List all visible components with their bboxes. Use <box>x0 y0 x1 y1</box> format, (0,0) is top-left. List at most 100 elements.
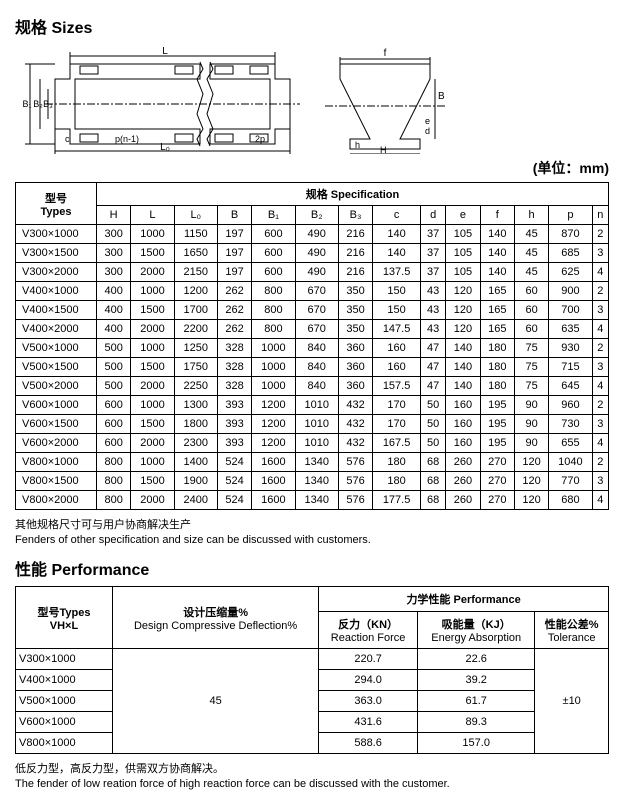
value-cell: 2000 <box>131 320 174 339</box>
value-cell: 1650 <box>174 244 217 263</box>
type-cell: V500×1000 <box>16 339 97 358</box>
value-cell: 68 <box>420 491 445 510</box>
value-cell: 3 <box>592 358 608 377</box>
value-cell: 140 <box>446 339 480 358</box>
value-cell: 4 <box>592 320 608 339</box>
value-cell: 120 <box>514 453 548 472</box>
value-cell: 157.5 <box>373 377 421 396</box>
value-cell: 680 <box>549 491 592 510</box>
svg-text:B: B <box>438 91 445 102</box>
value-cell: 500 <box>97 377 131 396</box>
value-cell: 3 <box>592 301 608 320</box>
table-row: V600×10006001000130039312001010432170501… <box>16 396 609 415</box>
value-cell: 1500 <box>131 415 174 434</box>
value-cell: 1900 <box>174 472 217 491</box>
table-row: V400×10004001000120026280067035015043120… <box>16 282 609 301</box>
col-reaction-en: Reaction Force <box>322 632 414 644</box>
table-row: V600×20006002000230039312001010432167.55… <box>16 434 609 453</box>
value-cell: 43 <box>420 320 445 339</box>
value-cell: 1750 <box>174 358 217 377</box>
value-cell: 2400 <box>174 491 217 510</box>
value-cell: 4 <box>592 377 608 396</box>
value-cell: 37 <box>420 263 445 282</box>
value-cell: 1000 <box>252 339 295 358</box>
value-cell: 260 <box>446 491 480 510</box>
value-cell: 216 <box>338 225 372 244</box>
svg-text:B₁: B₁ <box>22 99 31 109</box>
value-cell: 500 <box>97 339 131 358</box>
value-cell: 500 <box>97 358 131 377</box>
col-tol-en: Tolerance <box>538 632 605 644</box>
value-cell: 160 <box>373 358 421 377</box>
table-row: V300×100045220.722.6±10 <box>16 649 609 670</box>
spec-head-types-en: Types <box>18 206 94 218</box>
type-cell: V400×1000 <box>16 670 113 691</box>
value-cell: 90 <box>514 415 548 434</box>
value-cell: 1200 <box>252 415 295 434</box>
value-cell: 167.5 <box>373 434 421 453</box>
type-cell: V300×1000 <box>16 649 113 670</box>
spec-col-head: h <box>514 206 548 225</box>
reaction-cell: 431.6 <box>319 712 418 733</box>
value-cell: 800 <box>97 472 131 491</box>
energy-cell: 39.2 <box>418 670 535 691</box>
value-cell: 1250 <box>174 339 217 358</box>
value-cell: 350 <box>338 320 372 339</box>
value-cell: 2250 <box>174 377 217 396</box>
reaction-cell: 220.7 <box>319 649 418 670</box>
value-cell: 4 <box>592 491 608 510</box>
value-cell: 262 <box>217 282 251 301</box>
value-cell: 400 <box>97 282 131 301</box>
spec-footnote-en: Fenders of other specification and size … <box>15 534 609 546</box>
value-cell: 3 <box>592 415 608 434</box>
value-cell: 300 <box>97 263 131 282</box>
value-cell: 3 <box>592 472 608 491</box>
svg-text:H: H <box>380 145 387 154</box>
spec-footnote-cn: 其他规格尺寸可与用户协商解决生产 <box>15 516 609 532</box>
table-row: V800×15008001500190052416001340576180682… <box>16 472 609 491</box>
value-cell: 1500 <box>131 358 174 377</box>
table-row: V500×10005001000125032810008403601604714… <box>16 339 609 358</box>
value-cell: 800 <box>97 453 131 472</box>
spec-col-head: p <box>549 206 592 225</box>
value-cell: 2200 <box>174 320 217 339</box>
value-cell: 930 <box>549 339 592 358</box>
value-cell: 270 <box>480 453 514 472</box>
value-cell: 140 <box>480 263 514 282</box>
energy-cell: 157.0 <box>418 733 535 754</box>
reaction-cell: 588.6 <box>319 733 418 754</box>
value-cell: 180 <box>480 358 514 377</box>
value-cell: 120 <box>514 491 548 510</box>
value-cell: 1150 <box>174 225 217 244</box>
perf-head-types-cn: 型号Types <box>19 604 109 620</box>
energy-cell: 61.7 <box>418 691 535 712</box>
col-reaction-cn: 反力（KN） <box>322 616 414 632</box>
diagram-front-view: L L₀ B₁ B₂ B₃ c p(n-1) 2p <box>15 44 305 154</box>
value-cell: 300 <box>97 225 131 244</box>
value-cell: 216 <box>338 244 372 263</box>
value-cell: 50 <box>420 434 445 453</box>
reaction-cell: 363.0 <box>319 691 418 712</box>
perf-head-types-en: VH×L <box>19 620 109 632</box>
value-cell: 800 <box>97 491 131 510</box>
value-cell: 197 <box>217 244 251 263</box>
spec-col-head: d <box>420 206 445 225</box>
value-cell: 160 <box>373 339 421 358</box>
value-cell: 393 <box>217 434 251 453</box>
value-cell: 715 <box>549 358 592 377</box>
spec-col-head: B <box>217 206 251 225</box>
table-row: V400×200040020002200262800670350147.5431… <box>16 320 609 339</box>
value-cell: 576 <box>338 472 372 491</box>
value-cell: 1000 <box>252 377 295 396</box>
value-cell: 1600 <box>252 453 295 472</box>
value-cell: 770 <box>549 472 592 491</box>
value-cell: 524 <box>217 472 251 491</box>
value-cell: 105 <box>446 263 480 282</box>
svg-text:d: d <box>425 126 430 136</box>
value-cell: 4 <box>592 263 608 282</box>
value-cell: 1800 <box>174 415 217 434</box>
value-cell: 2 <box>592 453 608 472</box>
value-cell: 490 <box>295 263 338 282</box>
svg-text:c: c <box>65 134 70 144</box>
table-row: V800×20008002000240052416001340576177.56… <box>16 491 609 510</box>
